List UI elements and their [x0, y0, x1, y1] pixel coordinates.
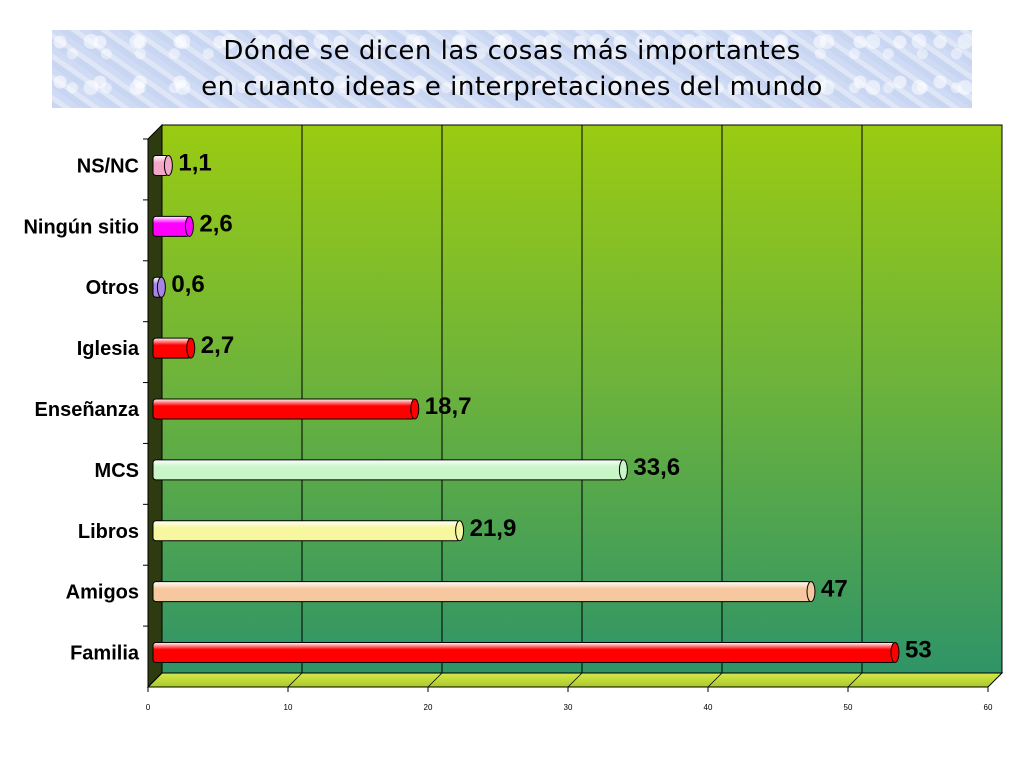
- category-label: Familia: [70, 643, 140, 665]
- chart-title-line-2: en cuanto ideas e interpretaciones del m…: [201, 72, 823, 102]
- data-label: 21,9: [470, 515, 517, 542]
- floor-gridline: [427, 672, 443, 688]
- bar: [152, 398, 416, 420]
- x-tick-label: 50: [844, 703, 853, 712]
- x-tick-label: 30: [564, 703, 573, 712]
- category-label: Enseñanza: [35, 399, 140, 421]
- x-tick-label: 60: [984, 703, 993, 712]
- bar: [152, 642, 896, 664]
- data-label: 2,7: [201, 332, 234, 359]
- bar-cap: [184, 215, 194, 237]
- data-label: 18,7: [425, 393, 472, 420]
- bar-cap: [156, 276, 166, 298]
- data-label: 53: [905, 637, 932, 664]
- floor-gridline: [567, 672, 583, 688]
- floor-gridline: [707, 672, 723, 688]
- bar-cap: [890, 642, 900, 664]
- category-label: MCS: [95, 460, 139, 482]
- category-label: Libros: [78, 521, 139, 543]
- bar: [152, 520, 461, 542]
- x-tick-label: 40: [704, 703, 713, 712]
- category-label: NS/NC: [77, 155, 139, 177]
- bar-cap: [455, 520, 465, 542]
- bar-cap: [618, 459, 628, 481]
- category-label: Iglesia: [77, 338, 140, 360]
- bar: [152, 215, 190, 237]
- category-label: Amigos: [66, 582, 139, 604]
- data-label: 0,6: [171, 271, 204, 298]
- bar-cap: [163, 154, 173, 176]
- chart-title-box: Dónde se dicen las cosas más importantes…: [52, 30, 972, 108]
- bar: [152, 581, 812, 603]
- floor-gridline: [847, 672, 863, 688]
- data-label: 1,1: [178, 149, 211, 176]
- x-tick-label: 10: [284, 703, 293, 712]
- x-tick-label: 20: [424, 703, 433, 712]
- category-label: Otros: [86, 277, 139, 299]
- category-label: Ningún sitio: [23, 216, 139, 238]
- floor-gridline: [287, 672, 303, 688]
- bar: [152, 459, 624, 481]
- chart-title-line-1: Dónde se dicen las cosas más importantes: [223, 36, 801, 66]
- bar-cap: [410, 398, 420, 420]
- x-tick-label: 0: [146, 703, 151, 712]
- data-label: 33,6: [633, 454, 680, 481]
- bar: [152, 337, 192, 359]
- bar-cap: [186, 337, 196, 359]
- data-label: 47: [821, 576, 848, 603]
- bar-cap: [806, 581, 816, 603]
- data-label: 2,6: [199, 210, 232, 237]
